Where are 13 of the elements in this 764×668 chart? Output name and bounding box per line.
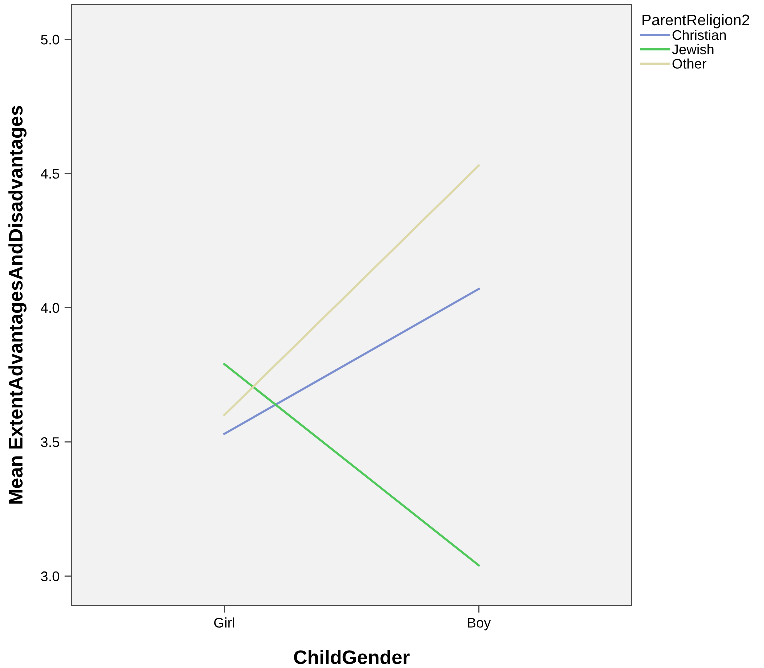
y-axis-title: Mean ExtentAdvantagesAndDisadvantages bbox=[8, 106, 27, 504]
y-tick-label: 5.0 bbox=[41, 34, 60, 45]
y-tick-label: 3.0 bbox=[41, 572, 60, 582]
legend-label: Christian bbox=[672, 30, 726, 40]
legend-label: Other bbox=[672, 58, 707, 69]
x-tick-label: Girl bbox=[214, 618, 234, 628]
x-axis-title: ChildGender bbox=[294, 650, 410, 664]
legend-title: ParentReligion2 bbox=[642, 14, 750, 29]
y-tick-label: 3.5 bbox=[41, 437, 60, 448]
y-tick-label: 4.5 bbox=[41, 169, 60, 179]
y-tick-label: 4.0 bbox=[41, 303, 60, 314]
x-tick-label: Boy bbox=[468, 618, 492, 631]
legend-label: Jewish bbox=[672, 44, 714, 55]
